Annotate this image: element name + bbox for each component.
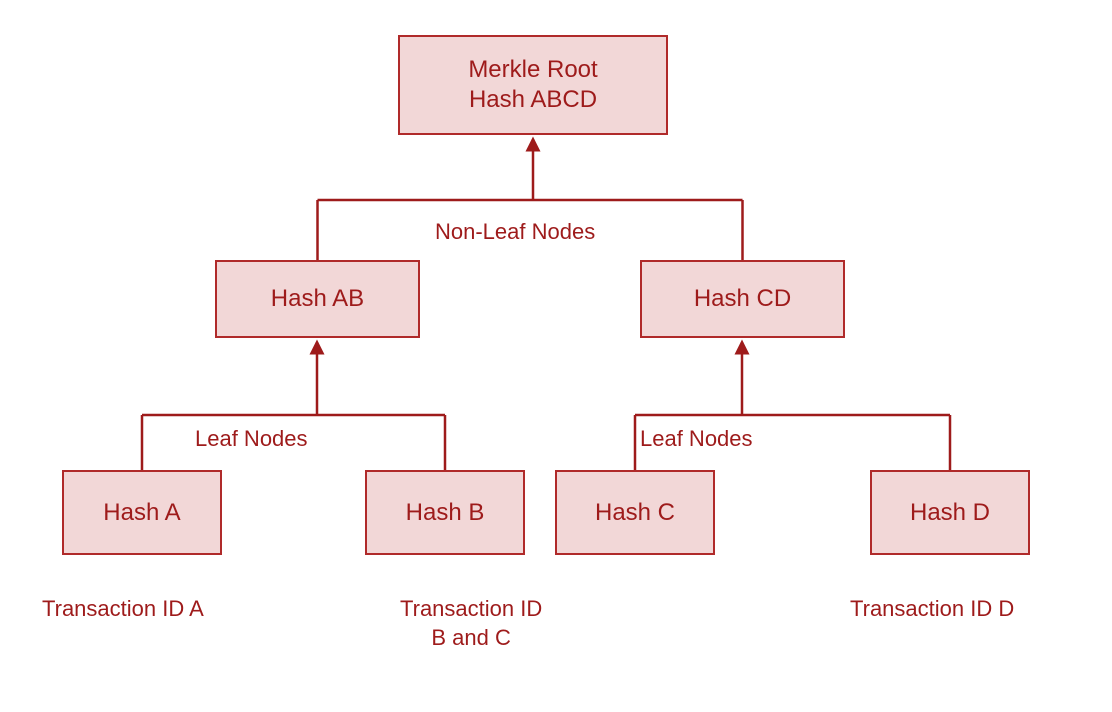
node-text: Hash D (910, 498, 990, 528)
node-text: Hash AB (271, 284, 364, 314)
label-non-leaf-nodes: Non-Leaf Nodes (435, 218, 595, 247)
merkle-tree-diagram: Merkle Root Hash ABCD Hash AB Hash CD Ha… (0, 0, 1112, 712)
node-text-line1: Merkle Root (468, 55, 597, 85)
label-transaction-bc: Transaction ID B and C (400, 595, 542, 652)
node-text: Hash B (406, 498, 485, 528)
label-transaction-d: Transaction ID D (850, 595, 1014, 624)
node-hash-b: Hash B (365, 470, 525, 555)
node-hash-cd: Hash CD (640, 260, 845, 338)
node-text: Hash C (595, 498, 675, 528)
label-leaf-nodes-left: Leaf Nodes (195, 425, 308, 454)
node-hash-a: Hash A (62, 470, 222, 555)
node-text: Hash A (103, 498, 180, 528)
node-hash-ab: Hash AB (215, 260, 420, 338)
label-transaction-a: Transaction ID A (42, 595, 204, 624)
node-text-line2: Hash ABCD (469, 85, 597, 115)
node-text: Hash CD (694, 284, 791, 314)
label-leaf-nodes-right: Leaf Nodes (640, 425, 753, 454)
node-hash-c: Hash C (555, 470, 715, 555)
node-hash-d: Hash D (870, 470, 1030, 555)
node-merkle-root: Merkle Root Hash ABCD (398, 35, 668, 135)
